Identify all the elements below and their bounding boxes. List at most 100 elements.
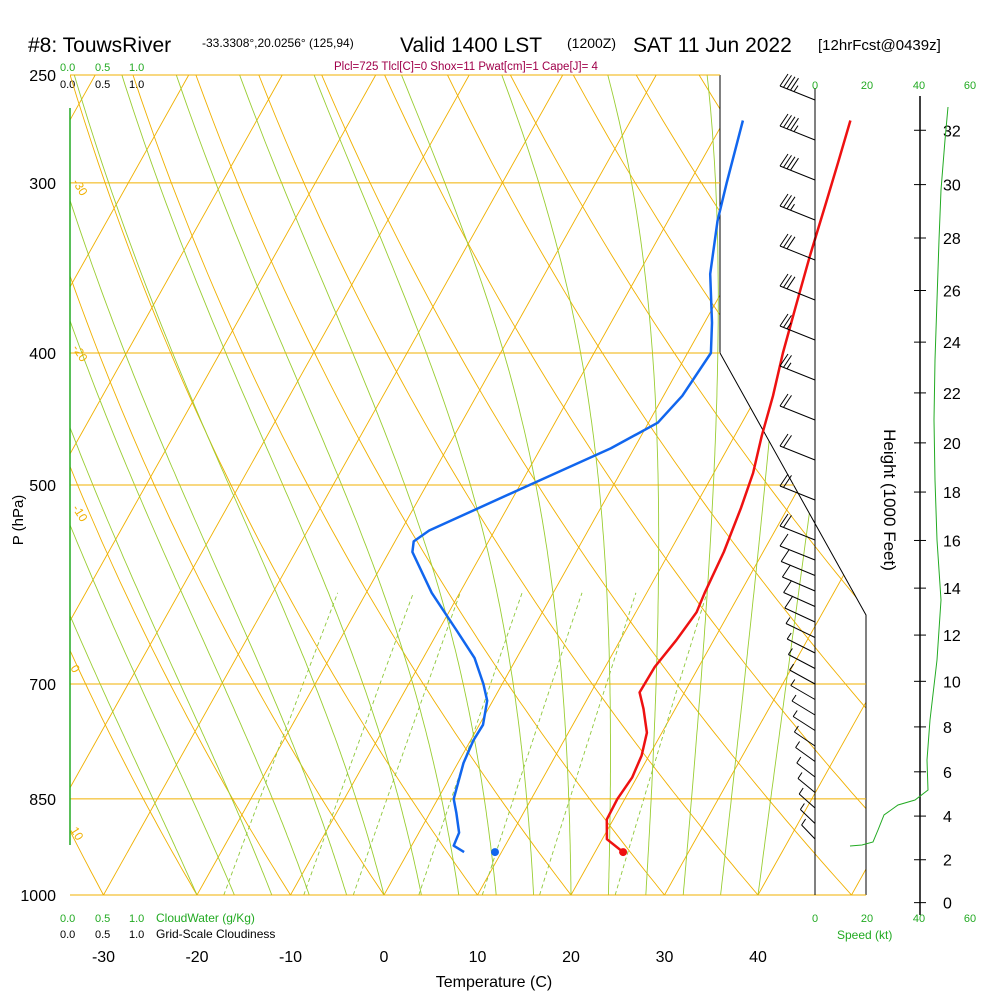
pressure-tick-label: 500 bbox=[29, 478, 56, 495]
mixing-ratio-label: 20 bbox=[622, 900, 636, 915]
height-tick-label: 32 bbox=[943, 123, 961, 140]
forecast-date: SAT 11 Jun 2022 bbox=[633, 34, 792, 57]
temperature-tick-label: 30 bbox=[656, 949, 674, 966]
scale-black-top-1: 0.5 bbox=[95, 79, 110, 91]
height-tick-label: 6 bbox=[943, 765, 952, 782]
wind-barb bbox=[779, 273, 816, 301]
dry-adiabat bbox=[384, 75, 870, 814]
wind-barb bbox=[798, 787, 816, 809]
isobars bbox=[70, 74, 866, 896]
dry-adiabat bbox=[258, 75, 759, 895]
wind-barb bbox=[790, 679, 816, 700]
temperature-tick-label: 0 bbox=[380, 949, 389, 966]
height-tick-label: 0 bbox=[943, 896, 952, 913]
mixing-ratio-line bbox=[418, 592, 523, 895]
dry-adiabat bbox=[70, 75, 478, 895]
dewpoint-profile bbox=[411, 120, 745, 854]
mixing-ratio-line bbox=[539, 592, 637, 895]
pressure-tick-label: 1000 bbox=[20, 888, 56, 905]
moist-adiabat bbox=[313, 75, 535, 895]
temperature-tick-label: 10 bbox=[469, 949, 487, 966]
temperature-profile bbox=[605, 120, 852, 854]
moist-adiabat bbox=[501, 75, 611, 895]
station-title: #8: TouwsRiver bbox=[28, 34, 171, 57]
indices-line: Plcl=725 Tlcl[C]=0 Shox=11 Pwat[cm]=1 Ca… bbox=[334, 61, 599, 73]
dry-adiabat bbox=[0, 75, 10, 895]
isotherm-line bbox=[757, 694, 870, 895]
pressure-tick-label: 300 bbox=[29, 176, 56, 193]
wind-area-mask bbox=[720, 75, 1000, 895]
mixing-ratio-label: 5 bbox=[427, 900, 434, 915]
wind-barb bbox=[779, 113, 816, 141]
mixing-ratio-label: 8 bbox=[490, 900, 497, 915]
moist-adiabat bbox=[70, 198, 348, 895]
wind-barb bbox=[779, 473, 816, 501]
speed-label: Speed (kt) bbox=[837, 928, 892, 942]
forecast-info: [12hrFcst@0439z] bbox=[818, 37, 941, 54]
speed-bottom-2: 40 bbox=[913, 913, 925, 925]
height-tick-label: 18 bbox=[943, 485, 961, 502]
mixing-ratio-line bbox=[223, 592, 339, 895]
height-tick-label: 4 bbox=[943, 809, 952, 826]
moist-adiabat bbox=[401, 75, 572, 895]
scale-black-bottom-0: 0.0 bbox=[60, 929, 75, 941]
pressure-tick-label: 700 bbox=[29, 677, 56, 694]
cloudiness-label: Grid-Scale Cloudiness bbox=[156, 927, 275, 941]
mixing-ratio-label: 12 bbox=[547, 900, 561, 915]
temperature-tick-label: -20 bbox=[185, 949, 208, 966]
wind-barb bbox=[797, 772, 816, 793]
speed-scale-top: 0 20 40 60 bbox=[812, 80, 976, 92]
pressure-tick-label: 250 bbox=[29, 68, 56, 85]
scale-black-bottom-2: 1.0 bbox=[129, 929, 144, 941]
isotherm-label: -30 bbox=[69, 176, 90, 198]
pressure-tick-label: 400 bbox=[29, 346, 56, 363]
wind-barb bbox=[779, 393, 816, 421]
cloudwater-label: CloudWater (g/Kg) bbox=[156, 911, 255, 925]
dry-adiabat bbox=[70, 465, 291, 895]
wind-barb bbox=[793, 725, 816, 747]
isotherm-line bbox=[70, 75, 190, 288]
temperature-tick-label: 40 bbox=[749, 949, 767, 966]
wind-barb bbox=[795, 741, 816, 762]
surface-temperature-marker bbox=[619, 848, 628, 857]
height-tick-label: 30 bbox=[943, 178, 961, 195]
wind-barb bbox=[779, 353, 816, 381]
wind-barb bbox=[779, 313, 816, 341]
speed-top-1: 20 bbox=[861, 80, 873, 92]
speed-top-3: 60 bbox=[964, 80, 976, 92]
moist-adiabat bbox=[121, 75, 422, 895]
scale-green-bottom-2: 1.0 bbox=[129, 913, 144, 925]
height-tick-label: 12 bbox=[943, 628, 961, 645]
dry-adiabat bbox=[70, 649, 198, 895]
scale-black-bottom-1: 0.5 bbox=[95, 929, 110, 941]
height-tick-label: 26 bbox=[943, 284, 961, 301]
moist-adiabat bbox=[70, 319, 310, 895]
isotherm-line bbox=[0, 75, 2, 895]
surface-dewpoint-marker bbox=[490, 848, 499, 857]
mixing-ratio-line bbox=[303, 592, 414, 895]
speed-top-0: 0 bbox=[812, 80, 818, 92]
scale-green-top-1: 0.5 bbox=[95, 62, 110, 74]
valid-time: Valid 1400 LST bbox=[400, 34, 542, 57]
dry-adiabat bbox=[447, 75, 870, 714]
wind-barb bbox=[799, 803, 816, 824]
isotherm-line bbox=[70, 75, 283, 455]
height-speed-profile bbox=[849, 106, 949, 847]
height-tick-label: 16 bbox=[943, 533, 961, 550]
scale-green-top-2: 1.0 bbox=[129, 62, 144, 74]
moist-adiabat bbox=[175, 75, 460, 895]
moist-adiabat bbox=[607, 75, 660, 895]
wind-barb bbox=[784, 595, 816, 623]
wind-barb bbox=[787, 648, 816, 669]
moist-adiabat bbox=[70, 426, 273, 895]
profiles bbox=[411, 120, 852, 857]
temperature-tick-label: -30 bbox=[92, 949, 115, 966]
temperature-axis-label: Temperature (C) bbox=[436, 974, 552, 991]
height-tick-label: 24 bbox=[943, 335, 961, 352]
height-tick-label: 10 bbox=[943, 674, 961, 691]
speed-bottom-3: 60 bbox=[964, 913, 976, 925]
wind-barb bbox=[780, 549, 816, 576]
pressure-axis: 250 300 400 500 700 850 1000 bbox=[20, 68, 56, 905]
zulu-time: (1200Z) bbox=[567, 35, 616, 51]
